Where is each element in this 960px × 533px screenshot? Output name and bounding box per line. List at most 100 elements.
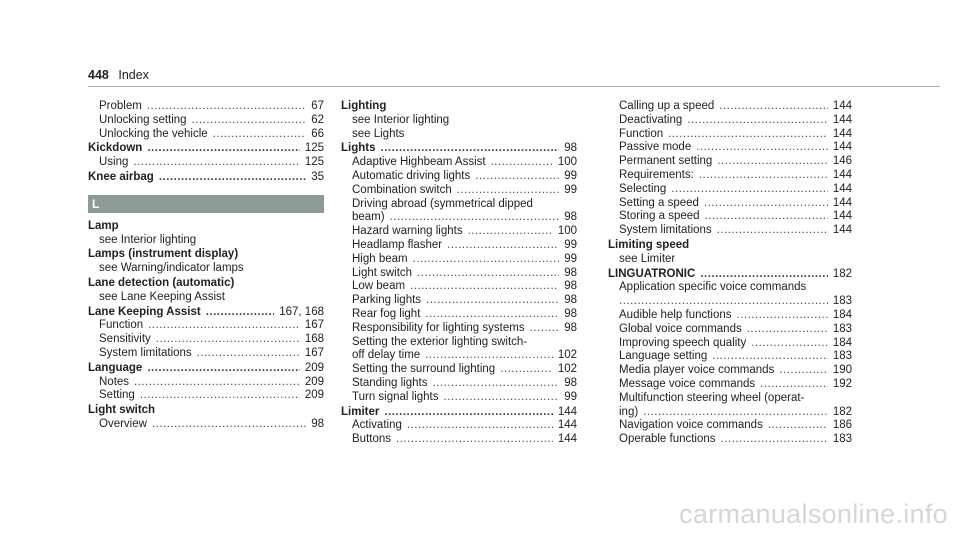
entry-text: Automatic driving lights	[352, 169, 471, 182]
index-subentry: Standing lights 98	[341, 377, 577, 391]
entry-text: Rear fog light	[352, 307, 421, 320]
page-reference[interactable]: 102	[557, 363, 577, 376]
page-reference[interactable]: 98	[311, 417, 324, 430]
page-reference[interactable]: 184	[832, 308, 852, 321]
page-reference[interactable]: 99	[564, 183, 577, 196]
page-reference[interactable]: 192	[832, 377, 852, 390]
page-reference[interactable]: 99	[564, 169, 577, 182]
page-reference[interactable]: 100	[557, 156, 577, 169]
page-reference[interactable]: 67	[311, 100, 324, 112]
entry-text: Lane Keeping Assist	[88, 305, 201, 318]
entry-text: Lights	[341, 142, 376, 155]
page-reference[interactable]: 183	[832, 433, 852, 446]
page-reference[interactable]: 167	[304, 346, 324, 359]
page-reference[interactable]: 182	[832, 405, 852, 418]
page-reference[interactable]: 66	[311, 127, 324, 140]
entry-text: Selecting	[619, 182, 667, 195]
page-reference[interactable]: 144	[557, 433, 577, 446]
dot-leader	[491, 156, 553, 170]
index-subentry: Notes 209	[88, 376, 324, 390]
dot-leader	[747, 323, 828, 337]
dot-leader	[206, 306, 275, 320]
page-reference[interactable]: 209	[304, 389, 324, 402]
index-subentry: Unlocking the vehicle 66	[88, 128, 324, 142]
dot-leader	[425, 349, 553, 363]
page-reference[interactable]: 209	[304, 361, 324, 374]
page-reference[interactable]: 144	[832, 100, 852, 112]
dot-leader	[687, 114, 828, 128]
entry-text: Low beam	[352, 280, 406, 293]
entry-text: Setting the surround lighting	[352, 363, 496, 376]
page-reference[interactable]: 144	[832, 168, 852, 181]
page-reference[interactable]: 99	[564, 390, 577, 403]
page-reference[interactable]: 98	[564, 211, 577, 224]
page-reference[interactable]: 184	[832, 336, 852, 349]
page-reference[interactable]: 35	[311, 170, 324, 183]
page-reference[interactable]: 182	[832, 267, 852, 280]
page-reference[interactable]: 183	[832, 295, 852, 308]
page-reference[interactable]: 99	[564, 238, 577, 251]
page-reference[interactable]: 183	[832, 322, 852, 335]
page-reference[interactable]: 98	[564, 266, 577, 279]
page-reference[interactable]: 98	[564, 142, 577, 155]
page-reference[interactable]: 100	[557, 225, 577, 238]
page-reference[interactable]: 62	[311, 113, 324, 126]
dot-leader	[760, 378, 828, 392]
index-subentry: Adaptive Highbeam Assist 100	[341, 156, 577, 170]
dot-leader	[159, 171, 306, 185]
page-reference[interactable]: 98	[564, 321, 577, 334]
page-reference[interactable]: 144	[557, 405, 577, 418]
dot-leader	[147, 100, 306, 114]
page-reference[interactable]: 144	[832, 196, 852, 209]
entry-text: beam)	[352, 211, 385, 224]
page-reference[interactable]: 98	[564, 307, 577, 320]
page-reference[interactable]: 144	[832, 141, 852, 154]
page-reference[interactable]: 98	[564, 280, 577, 293]
page-reference[interactable]: 125	[304, 142, 324, 155]
dot-leader	[717, 155, 827, 169]
page-reference[interactable]: 98	[564, 294, 577, 307]
page-reference[interactable]: 167, 168	[279, 305, 324, 318]
index-column-2: Lighting see Interior lighting see Lights L…	[341, 100, 577, 447]
page-reference[interactable]: 209	[304, 375, 324, 388]
page-reference[interactable]: 144	[832, 224, 852, 237]
entry-text: Application specific voice commands	[619, 281, 807, 294]
dot-leader	[407, 419, 553, 433]
entry-text: Navigation voice commands	[619, 419, 763, 432]
entry-text: Lane detection (automatic)	[88, 276, 235, 289]
index-subentry: Hazard warning lights 100	[341, 225, 577, 239]
page-reference[interactable]: 125	[304, 156, 324, 169]
index-subentry: Low beam 98	[341, 280, 577, 294]
page-reference[interactable]: 144	[832, 127, 852, 140]
page-reference[interactable]: 183	[832, 350, 852, 363]
entry-text: see Interior lighting	[352, 113, 450, 126]
index-entry: Limiting speed	[608, 239, 852, 253]
dot-leader	[147, 142, 300, 156]
page-reference[interactable]: 144	[557, 419, 577, 432]
index-subentry: see Warning/indicator lamps	[88, 262, 324, 276]
page-reference[interactable]: 144	[832, 113, 852, 126]
page-reference[interactable]: 168	[304, 333, 324, 346]
index-subentry: Calling up a speed 144	[608, 100, 852, 114]
page-reference[interactable]: 167	[304, 319, 324, 332]
entry-text: Setting the exterior lighting switch-	[352, 335, 528, 348]
entry-text: Standing lights	[352, 376, 428, 389]
page-reference[interactable]: 186	[832, 419, 852, 432]
page-reference[interactable]: 144	[832, 182, 852, 195]
index-subentry: Rear fog light 98	[341, 308, 577, 322]
index-column-1: Problem 67 Unlocking setting 62 Unlocking th…	[88, 100, 324, 432]
entry-text: see Lights	[352, 127, 405, 140]
page-reference[interactable]: 99	[564, 252, 577, 265]
entry-text: Function	[99, 319, 144, 332]
dot-leader	[704, 197, 828, 211]
page-reference[interactable]: 144	[832, 210, 852, 223]
page-reference[interactable]: 190	[832, 364, 852, 377]
page-reference[interactable]: 146	[832, 155, 852, 168]
dot-leader	[197, 347, 300, 361]
page-reference[interactable]: 98	[564, 376, 577, 389]
page-reference[interactable]: 102	[557, 349, 577, 362]
entry-text: Light switch	[88, 404, 156, 417]
dot-leader	[213, 128, 307, 142]
dot-leader	[719, 100, 828, 114]
entry-text: Limiter	[341, 405, 380, 418]
